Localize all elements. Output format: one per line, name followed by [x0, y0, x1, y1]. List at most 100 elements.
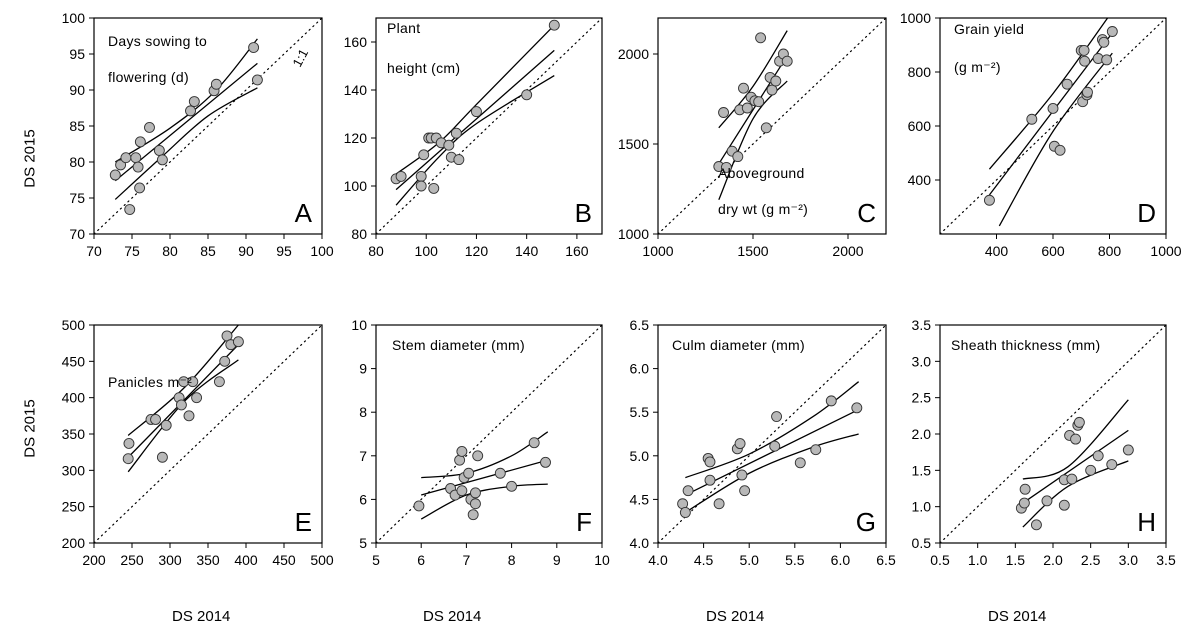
data-point [467, 509, 479, 521]
x-tick-label: 1500 [737, 243, 768, 259]
data-point [1026, 113, 1038, 125]
panel-label-line: flowering (d) [108, 69, 189, 85]
x-tick-label: 3.5 [1156, 552, 1176, 568]
data-point [736, 469, 748, 481]
panel-label-line: Grain yield [954, 21, 1024, 37]
data-point [443, 139, 455, 151]
regression-line [421, 459, 548, 496]
data-point [739, 485, 751, 497]
data-point [548, 19, 560, 31]
data-point [1078, 44, 1090, 56]
data-point [185, 105, 196, 117]
y-tick-label: 70 [69, 226, 85, 242]
y-tick-label: 400 [908, 172, 932, 188]
data-point [494, 467, 506, 479]
x-tick-label: 6.0 [831, 552, 851, 568]
panel-label-line: height (cm) [387, 60, 460, 76]
data-point [213, 376, 225, 388]
data-point [1073, 416, 1085, 428]
plot-frame [657, 324, 887, 544]
x-tick-label: 80 [368, 243, 384, 259]
x-tick-label: 300 [158, 552, 182, 568]
data-point [810, 444, 822, 456]
x-tick-label: 400 [234, 552, 258, 568]
x-tick-label: 10 [594, 552, 610, 568]
y-tick-label: 2.0 [912, 426, 932, 442]
y-tick-label: 100 [344, 178, 368, 194]
y-tick-label: 9 [359, 361, 367, 377]
panel-label-line: Culm diameter (mm) [672, 337, 805, 353]
panel-label-line: Aboveground [718, 165, 805, 181]
data-point [469, 498, 481, 510]
data-point [463, 467, 475, 479]
data-point [187, 376, 199, 388]
data-point [191, 392, 203, 404]
x-tick-label: 800 [1098, 243, 1122, 259]
data-point [755, 32, 767, 44]
confidence-band-upper [1022, 399, 1129, 480]
panel-letter: G [856, 507, 876, 537]
data-point [232, 336, 244, 348]
data-point [156, 451, 168, 463]
data-point [760, 122, 772, 134]
data-point [1098, 36, 1110, 48]
y-tick-label: 6 [359, 491, 367, 507]
data-point [219, 355, 231, 367]
y-tick-label: 5.0 [630, 448, 650, 464]
data-point [188, 96, 200, 107]
identity-line [376, 18, 602, 234]
data-point [825, 395, 837, 407]
data-point [123, 437, 135, 449]
y-tick-label: 6.0 [630, 361, 650, 377]
data-point [418, 149, 430, 161]
x-tick-label: 1000 [1150, 243, 1181, 259]
y-tick-label: 5.5 [630, 404, 650, 420]
panel-letter: E [295, 507, 312, 537]
identity-line [940, 18, 1166, 234]
y-tick-label: 85 [69, 118, 85, 134]
data-point [983, 194, 995, 206]
data-point [732, 151, 744, 163]
panel-letter: C [857, 198, 876, 228]
data-point [738, 82, 749, 94]
data-point [1085, 464, 1097, 476]
data-point [134, 136, 146, 148]
data-point [1122, 444, 1134, 456]
y-tick-label: 160 [344, 34, 368, 50]
y-tick-label: 800 [908, 64, 932, 80]
data-point [428, 182, 440, 194]
confidence-band-lower [718, 80, 788, 201]
y-tick-label: 100 [62, 10, 86, 26]
y-tick-label: 80 [69, 154, 85, 170]
data-point [1047, 102, 1059, 114]
panel-b: 80 100 120 140 160 80 100 120 140 160 Plant height … [344, 17, 603, 259]
y-tick-label: 300 [62, 462, 86, 478]
x-tick-label: 0.5 [930, 552, 950, 568]
panel-c: 1000 1500 2000 1000 1500 2000 Aboveground dry w… [618, 17, 887, 259]
x-tick-label: 8 [508, 552, 516, 568]
data-point [718, 107, 729, 118]
confidence-band-lower [114, 87, 258, 200]
y-axis-label-top-row: DS 2015 [21, 129, 39, 188]
panel-h: 0.5 1.0 1.5 2.0 2.5 3.0 3.5 0.5 1.0 1.5 2.0 2.5 3.0 3… [912, 317, 1176, 568]
data-point [150, 414, 162, 425]
data-point [124, 204, 136, 215]
x-tick-label: 4.0 [648, 552, 668, 568]
data-point [115, 159, 127, 171]
plot-frame [375, 324, 603, 544]
y-tick-label: 6.5 [630, 317, 650, 333]
y-tick-label: 1000 [900, 10, 931, 26]
regression-line [1022, 429, 1129, 504]
x-axis-label-column-3: DS 2014 [706, 608, 765, 625]
data-point [450, 127, 462, 139]
panel-letter: H [1137, 507, 1156, 537]
y-tick-label: 400 [62, 390, 86, 406]
data-point [248, 42, 260, 53]
confidence-band-upper [395, 24, 555, 175]
panel-letter: B [575, 198, 592, 228]
data-point [1106, 459, 1118, 470]
x-tick-label: 600 [1041, 243, 1065, 259]
data-point [160, 419, 172, 431]
data-point [1070, 433, 1082, 445]
panel-label-line: Panicles m⁻² [108, 374, 192, 390]
